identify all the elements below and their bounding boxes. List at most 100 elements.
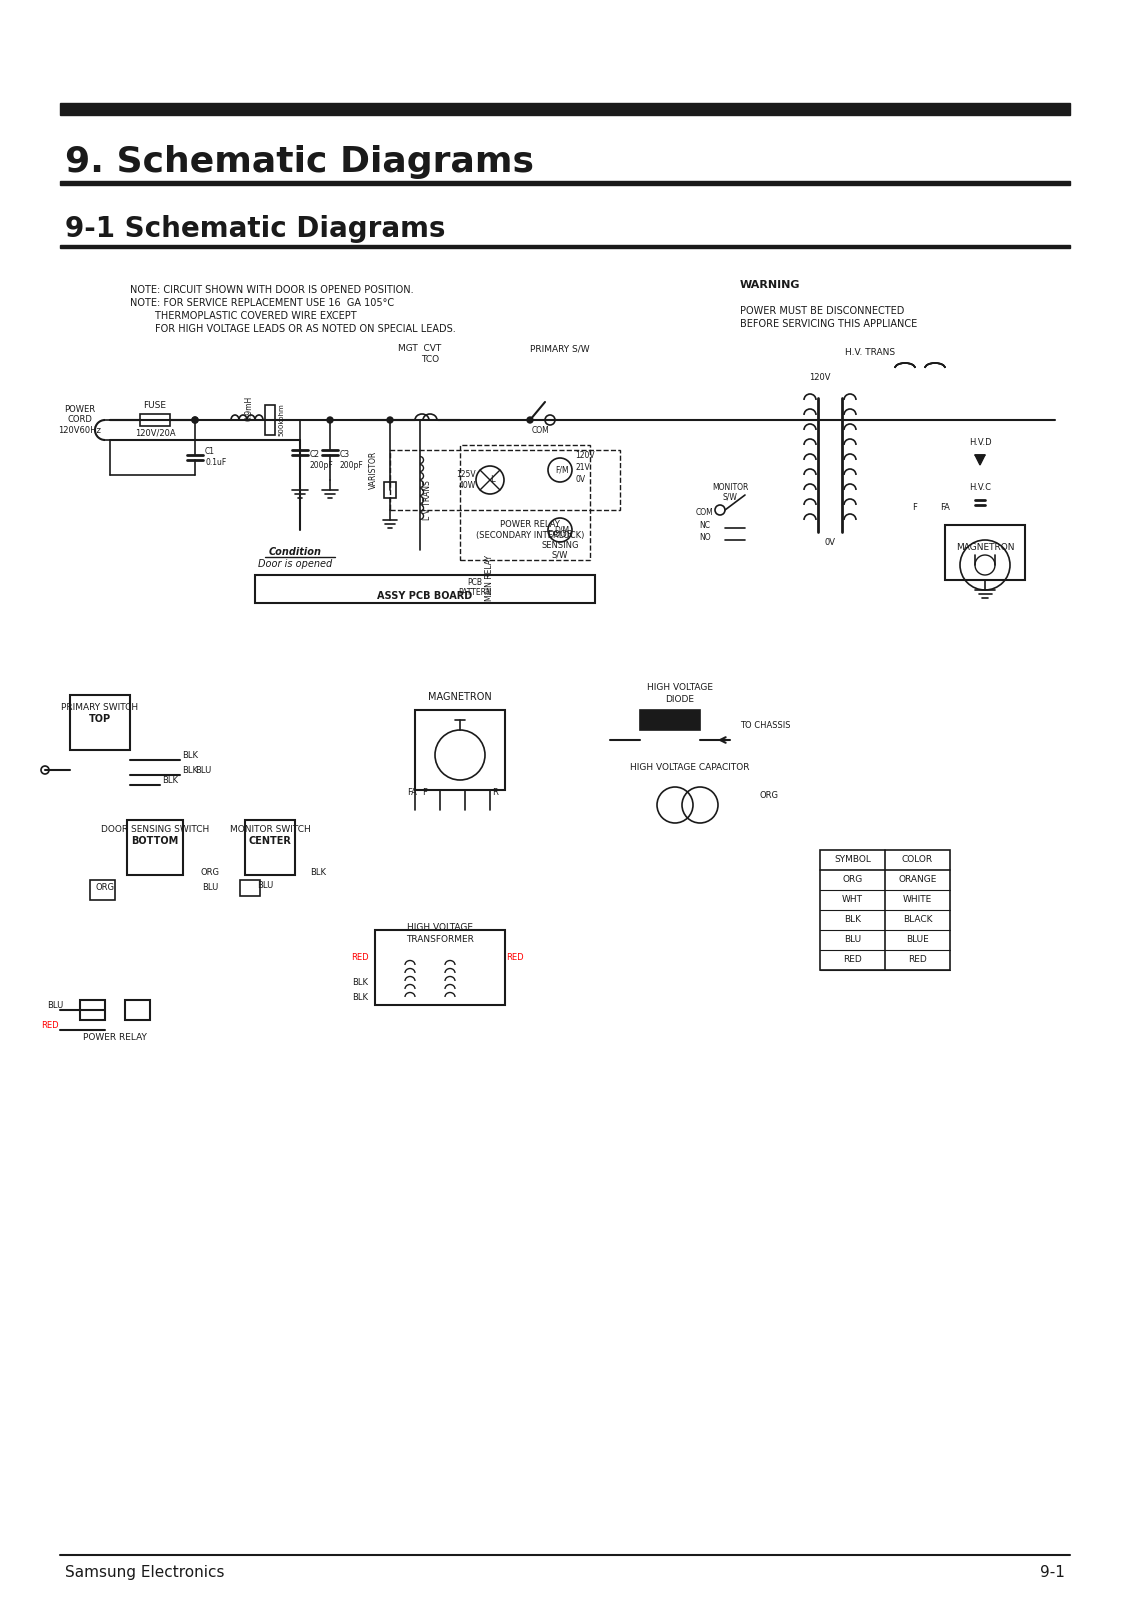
Text: ORANGE: ORANGE xyxy=(898,875,936,885)
Text: Condition: Condition xyxy=(268,547,321,557)
Text: BLU: BLU xyxy=(201,883,218,893)
Text: POWER RELAY: POWER RELAY xyxy=(500,520,560,530)
Text: MAIN RELAY: MAIN RELAY xyxy=(485,555,494,602)
Text: ORG: ORG xyxy=(200,867,219,877)
Text: PRIMARY S/W: PRIMARY S/W xyxy=(530,344,589,354)
Text: H.V.C: H.V.C xyxy=(969,483,991,493)
Text: 120V: 120V xyxy=(810,373,831,382)
Text: RED: RED xyxy=(41,1021,59,1030)
Text: FOR HIGH VOLTAGE LEADS OR AS NOTED ON SPECIAL LEADS.: FOR HIGH VOLTAGE LEADS OR AS NOTED ON SP… xyxy=(130,323,456,334)
Text: 9-1: 9-1 xyxy=(1041,1565,1065,1581)
Text: C3
200pF: C3 200pF xyxy=(340,450,364,470)
Text: BOTTOM: BOTTOM xyxy=(131,835,179,846)
Text: NC: NC xyxy=(699,522,710,530)
Text: DIODE: DIODE xyxy=(665,694,694,704)
Text: THERMOPLASTIC COVERED WIRE EXCEPT: THERMOPLASTIC COVERED WIRE EXCEPT xyxy=(130,310,356,322)
Text: RED: RED xyxy=(908,955,927,965)
Text: HIGH VOLTAGE CAPACITOR: HIGH VOLTAGE CAPACITOR xyxy=(630,763,750,773)
Text: 500kohm: 500kohm xyxy=(278,403,284,437)
Text: BLK: BLK xyxy=(844,915,861,925)
Bar xyxy=(127,819,183,875)
Text: HIGH VOLTAGE: HIGH VOLTAGE xyxy=(407,923,473,931)
Bar xyxy=(265,405,275,435)
Text: SYMBOL: SYMBOL xyxy=(834,856,871,864)
Bar xyxy=(140,414,170,426)
Text: BLU: BLU xyxy=(195,766,211,774)
Text: ORG: ORG xyxy=(843,875,863,885)
Text: BLK: BLK xyxy=(352,994,368,1002)
Text: L: L xyxy=(490,475,494,485)
Text: 9-1 Schematic Diagrams: 9-1 Schematic Diagrams xyxy=(64,214,446,243)
Text: 21V: 21V xyxy=(575,462,589,472)
Text: ORG: ORG xyxy=(760,790,779,800)
Bar xyxy=(60,245,1070,248)
Text: H.V.D: H.V.D xyxy=(968,438,991,446)
Text: F: F xyxy=(423,787,428,797)
Text: Samsung Electronics: Samsung Electronics xyxy=(64,1565,224,1581)
Bar xyxy=(126,1000,150,1021)
Text: WHT: WHT xyxy=(841,896,863,904)
Text: D/M: D/M xyxy=(554,525,570,534)
Text: MAGNETRON: MAGNETRON xyxy=(429,691,492,702)
Text: 9. Schematic Diagrams: 9. Schematic Diagrams xyxy=(64,146,534,179)
Text: BLK: BLK xyxy=(182,766,198,774)
Text: 120V/20A: 120V/20A xyxy=(135,429,175,438)
Text: BLU: BLU xyxy=(844,936,861,944)
Bar xyxy=(460,445,590,560)
Text: MGT  CVT: MGT CVT xyxy=(398,344,441,354)
Bar xyxy=(80,1000,105,1021)
Circle shape xyxy=(387,418,392,422)
Text: BLK: BLK xyxy=(162,776,178,786)
Text: COM: COM xyxy=(532,426,549,435)
Text: PCB
PATTERN: PCB PATTERN xyxy=(458,578,492,597)
Text: Door is opened: Door is opened xyxy=(258,558,333,570)
Bar xyxy=(415,710,506,790)
Text: R: R xyxy=(492,787,498,797)
Bar xyxy=(70,694,130,750)
Bar xyxy=(946,525,1025,579)
Text: C2
200pF: C2 200pF xyxy=(310,450,334,470)
Text: MONITOR
S/W: MONITOR S/W xyxy=(711,483,749,502)
Text: PRIMARY SWITCH: PRIMARY SWITCH xyxy=(61,702,139,712)
Text: BLK: BLK xyxy=(310,867,326,877)
Text: POWER MUST BE DISCONNECTED: POWER MUST BE DISCONNECTED xyxy=(740,306,905,317)
Circle shape xyxy=(327,418,333,422)
Text: 0V: 0V xyxy=(575,475,585,483)
Bar xyxy=(60,181,1070,186)
Bar xyxy=(240,880,260,896)
Bar xyxy=(245,819,295,875)
Text: WHITE: WHITE xyxy=(903,896,932,904)
Text: 0V: 0V xyxy=(824,538,836,547)
Circle shape xyxy=(527,418,533,422)
Bar xyxy=(820,850,950,970)
Text: FA: FA xyxy=(940,502,950,512)
Text: POWER RELAY: POWER RELAY xyxy=(83,1034,147,1042)
Text: F/M: F/M xyxy=(555,466,569,475)
Text: TCO: TCO xyxy=(421,355,439,365)
Text: (SECONDARY INTERLOCK): (SECONDARY INTERLOCK) xyxy=(476,531,585,541)
Text: BEFORE SERVICING THIS APPLIANCE: BEFORE SERVICING THIS APPLIANCE xyxy=(740,318,917,330)
Text: F: F xyxy=(913,502,917,512)
Text: HIGH VOLTAGE: HIGH VOLTAGE xyxy=(647,683,713,691)
Text: RED: RED xyxy=(843,955,862,965)
Text: TO CHASSIS: TO CHASSIS xyxy=(740,722,791,730)
Text: TRANSFORMER: TRANSFORMER xyxy=(406,934,474,944)
Polygon shape xyxy=(975,454,985,466)
Text: VARISTOR: VARISTOR xyxy=(369,451,378,490)
Text: TOP: TOP xyxy=(89,714,111,723)
Text: POWER
CORD
120V60Hz: POWER CORD 120V60Hz xyxy=(59,405,102,435)
Text: MONITOR SWITCH: MONITOR SWITCH xyxy=(230,826,310,834)
Text: ORG: ORG xyxy=(95,883,114,893)
Text: 0.9mH: 0.9mH xyxy=(244,395,253,421)
Text: 120V: 120V xyxy=(575,451,595,461)
Text: H.V. TRANS: H.V. TRANS xyxy=(845,349,895,357)
Text: NOTE: FOR SERVICE REPLACEMENT USE 16  GA 105°C: NOTE: FOR SERVICE REPLACEMENT USE 16 GA … xyxy=(130,298,394,307)
Text: C1
0.1uF: C1 0.1uF xyxy=(205,448,226,467)
Text: ASSY PCB BOARD: ASSY PCB BOARD xyxy=(378,590,473,602)
Bar xyxy=(385,482,396,498)
Text: RED: RED xyxy=(507,954,524,962)
Text: WARNING: WARNING xyxy=(740,280,801,290)
Text: BLU: BLU xyxy=(46,1002,63,1010)
Text: BLUE: BLUE xyxy=(906,936,929,944)
Bar xyxy=(254,574,595,603)
